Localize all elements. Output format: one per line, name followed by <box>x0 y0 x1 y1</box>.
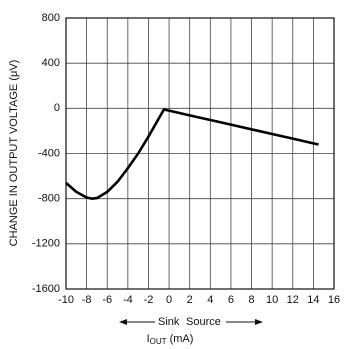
x-label-unit: (mA) <box>170 333 194 345</box>
x-tick-label: 16 <box>328 294 340 306</box>
y-tick-label: -400 <box>38 147 60 159</box>
x-tick-label: 8 <box>248 294 254 306</box>
x-label-main: I <box>147 333 150 345</box>
x-tick-label: 12 <box>287 294 299 306</box>
sink-label: Sink <box>158 316 180 328</box>
y-tick-label: -800 <box>38 193 60 205</box>
x-tick-label: -10 <box>58 294 74 306</box>
y-tick-label: -1600 <box>32 283 60 295</box>
x-label-sub: OUT <box>150 337 167 346</box>
y-tick-label: 400 <box>42 57 60 69</box>
y-axis-label: CHANGE IN OUTPUT VOLTAGE (μV) <box>8 60 20 247</box>
x-tick-label: -8 <box>82 294 92 306</box>
y-tick-label: 0 <box>54 102 60 114</box>
plot-frame <box>65 17 335 290</box>
x-tick-label: 6 <box>228 294 234 306</box>
x-tick-label: -2 <box>144 294 154 306</box>
y-tick-label: 800 <box>42 12 60 24</box>
x-tick-label: 0 <box>166 294 172 306</box>
y-tick-label: -1200 <box>32 238 60 250</box>
x-tick-label: 10 <box>266 294 278 306</box>
source-label: Source <box>186 316 221 328</box>
x-tick-label: 14 <box>307 294 319 306</box>
x-tick-label: -4 <box>123 294 133 306</box>
x-tick-label: -6 <box>102 294 112 306</box>
x-tick-label: 4 <box>207 294 213 306</box>
x-tick-label: 2 <box>187 294 193 306</box>
data-line <box>65 108 319 200</box>
x-axis-label: IOUT (mA) <box>147 333 194 346</box>
